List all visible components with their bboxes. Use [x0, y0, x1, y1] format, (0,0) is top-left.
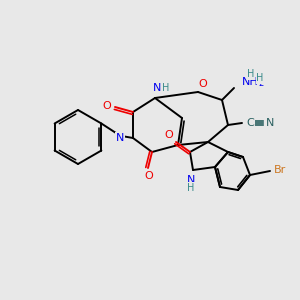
Text: H: H	[256, 73, 264, 83]
Text: H: H	[247, 69, 255, 79]
Text: O: O	[145, 171, 153, 181]
Text: NH: NH	[242, 77, 259, 87]
Text: H: H	[187, 183, 195, 193]
Text: H: H	[162, 83, 170, 93]
Text: 2: 2	[258, 79, 263, 88]
Text: C: C	[246, 118, 254, 128]
Text: Br: Br	[274, 165, 286, 175]
Text: N: N	[116, 133, 124, 143]
Text: N: N	[153, 83, 161, 93]
Text: N: N	[266, 118, 274, 128]
Text: O: O	[199, 79, 207, 89]
Text: O: O	[165, 130, 173, 140]
Text: O: O	[103, 101, 111, 111]
Text: N: N	[187, 175, 195, 185]
